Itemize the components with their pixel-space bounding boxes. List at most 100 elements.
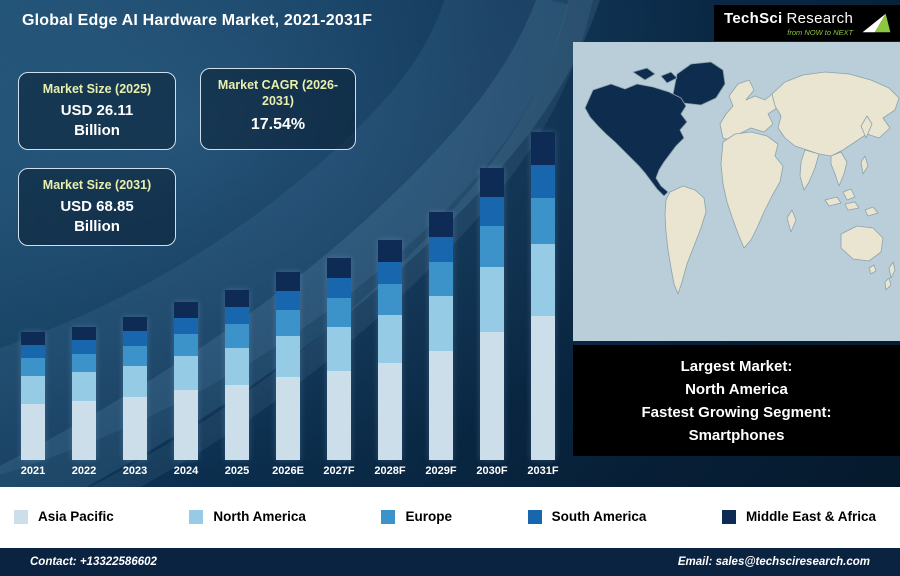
bar-group: 2022 xyxy=(63,115,105,478)
bar-segment-north-america xyxy=(429,296,453,351)
bar-segment-south-america xyxy=(72,340,96,354)
world-map xyxy=(573,42,900,341)
map-region-new-zealand xyxy=(884,277,892,291)
bar-segment-middle-east-africa xyxy=(327,258,351,279)
stat-unit: Billion xyxy=(74,218,120,235)
bar-segment-south-america xyxy=(378,261,402,284)
bar-segment-south-america xyxy=(429,236,453,262)
x-axis-label: 2026E xyxy=(272,465,304,477)
legend-label: Europe xyxy=(405,509,452,524)
map-region-europe xyxy=(719,79,782,141)
stacked-bar xyxy=(21,332,45,460)
bar-segment-asia-pacific xyxy=(276,377,300,460)
bar-segment-south-america xyxy=(123,331,147,346)
stacked-bar xyxy=(327,258,351,460)
stat-label: Market CAGR (2026-2031) xyxy=(217,78,339,108)
bar-segment-asia-pacific xyxy=(327,371,351,460)
x-axis-label: 2028F xyxy=(374,465,406,477)
bar-segment-north-america xyxy=(225,347,249,386)
callout-line: Largest Market: xyxy=(680,357,793,375)
bar-segment-middle-east-africa xyxy=(174,302,198,318)
stat-value: USD 26.11 xyxy=(60,102,134,119)
map-region-africa xyxy=(720,131,784,249)
bar-segment-south-america xyxy=(174,317,198,334)
x-axis-label: 2025 xyxy=(224,465,250,477)
bar-segment-south-america xyxy=(327,278,351,299)
stat-card-market-cagr: Market CAGR (2026-2031) 17.54% xyxy=(200,68,356,150)
bar-segment-middle-east-africa xyxy=(21,332,45,345)
bar-segment-south-america xyxy=(531,164,555,198)
bar-segment-asia-pacific xyxy=(480,331,504,460)
legend-swatch xyxy=(381,509,396,524)
x-axis-label: 2022 xyxy=(71,465,97,477)
logo-brand-primary: TechSci xyxy=(724,9,783,27)
bar-segment-north-america xyxy=(276,335,300,378)
map-region-borneo xyxy=(842,188,856,201)
arrow-icon xyxy=(862,13,891,33)
bar-segment-middle-east-africa xyxy=(531,132,555,165)
map-region-greenland xyxy=(672,61,726,106)
bar-segment-north-america xyxy=(378,314,402,364)
legend-label: South America xyxy=(551,509,647,524)
bar-segment-europe xyxy=(225,323,249,348)
x-axis-label: 2029F xyxy=(425,465,457,477)
bar-segment-asia-pacific xyxy=(21,403,45,460)
bar-group: 2023 xyxy=(114,115,156,478)
stat-value: USD 68.85 xyxy=(60,198,134,215)
bar-segment-asia-pacific xyxy=(531,315,555,460)
map-region-india xyxy=(799,149,820,191)
legend: Asia Pacific North America Europe South Ame… xyxy=(0,487,900,546)
stacked-bar xyxy=(531,132,555,460)
map-region-arctic-islands xyxy=(660,71,678,84)
bar-group: 2026E xyxy=(267,115,309,478)
map-region-indonesia xyxy=(844,201,860,211)
bar-segment-europe xyxy=(123,345,147,366)
legend-item-europe: Europe xyxy=(381,509,452,524)
bar-group: 2030F xyxy=(471,115,513,478)
bar-segment-asia-pacific xyxy=(225,385,249,460)
bar-segment-middle-east-africa xyxy=(123,317,147,332)
callout-line: Smartphones xyxy=(688,426,785,444)
bar-segment-europe xyxy=(327,298,351,327)
bar-segment-north-america xyxy=(327,326,351,372)
legend-item-north-america: North America xyxy=(189,509,306,524)
stat-unit: Billion xyxy=(74,122,120,139)
map-region-madagascar xyxy=(786,209,797,233)
bar-segment-middle-east-africa xyxy=(72,327,96,341)
map-region-indonesia xyxy=(864,206,879,217)
bar-segment-middle-east-africa xyxy=(276,272,300,291)
stacked-bar xyxy=(429,212,453,460)
bar-segment-north-america xyxy=(72,372,96,402)
stat-label: Market Size (2031) xyxy=(42,178,152,192)
largest-market-callout: Largest Market: North America Fastest Gr… xyxy=(573,345,900,456)
map-region-southeast-asia xyxy=(830,151,848,187)
bar-segment-asia-pacific xyxy=(123,397,147,460)
bar-segment-middle-east-africa xyxy=(429,212,453,237)
bar-segment-south-america xyxy=(225,306,249,324)
bar-segment-europe xyxy=(378,283,402,315)
bar-segment-asia-pacific xyxy=(429,350,453,460)
bar-group: 2021 xyxy=(12,115,54,478)
callout-line: Fastest Growing Segment: xyxy=(641,403,832,421)
legend-item-asia-pacific: Asia Pacific xyxy=(14,509,114,524)
bar-segment-europe xyxy=(174,333,198,356)
stacked-bar-chart: 2021 2022 2023 2024 2025 2026E 2027F 2028F 2029F… xyxy=(12,115,564,478)
bar-group: 2028F xyxy=(369,115,411,478)
bar-segment-europe xyxy=(21,357,45,376)
footer-email: Email: sales@techsciresearch.com xyxy=(677,556,870,568)
map-region-philippines xyxy=(860,155,869,175)
x-axis-label: 2021 xyxy=(20,465,46,477)
bar-segment-europe xyxy=(480,226,504,268)
bar-group: 2031F xyxy=(522,115,564,478)
map-region-asia xyxy=(771,71,900,157)
bar-segment-middle-east-africa xyxy=(480,168,504,198)
logo-tagline: from NOW to NEXT xyxy=(787,27,854,37)
x-axis-label: 2030F xyxy=(476,465,508,477)
map-region-japan xyxy=(860,115,873,139)
bar-segment-north-america xyxy=(174,355,198,391)
stacked-bar xyxy=(123,317,147,460)
bar-segment-middle-east-africa xyxy=(225,290,249,307)
stat-card-market-size-2025: Market Size (2025) USD 26.11 Billion xyxy=(18,72,176,150)
footer-contact: Contact: +13322586602 xyxy=(30,556,157,568)
